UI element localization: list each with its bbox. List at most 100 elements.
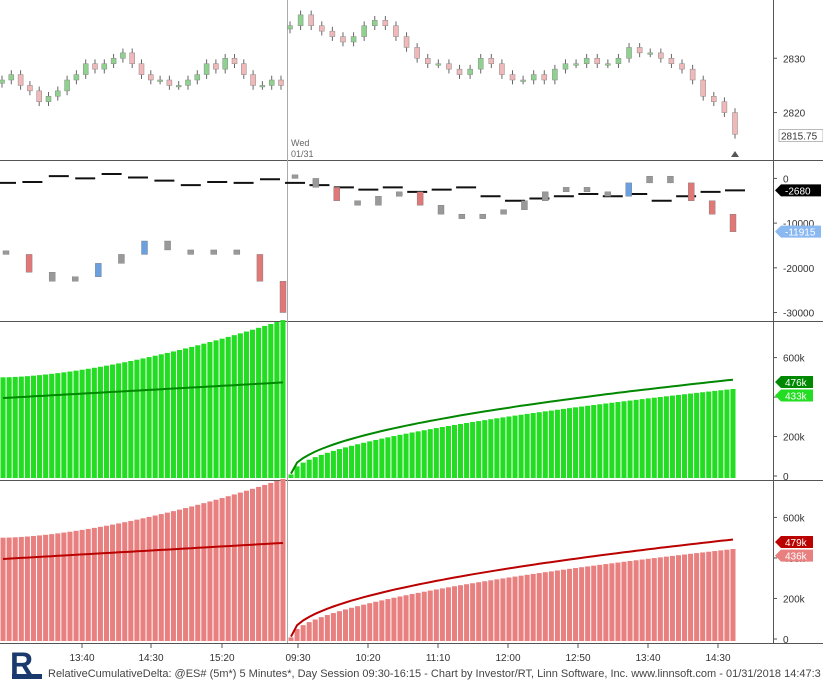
buy-volume-line-value-label: 476k	[785, 378, 808, 389]
delta-black-value-label: -2680	[785, 186, 811, 197]
delta-day2-bar	[291, 174, 299, 179]
price-day2-candle	[615, 58, 622, 64]
buy-volume-day1-bar	[24, 376, 30, 478]
price-day2-candle	[382, 20, 389, 26]
x-axis-tick-label: 12:50	[565, 653, 590, 664]
sell-volume-line-value-badge	[775, 535, 813, 548]
price-day1-candle	[101, 63, 108, 70]
buy-volume-day1-bar	[0, 377, 6, 478]
buy-volume-day1-bar	[103, 365, 110, 478]
sell-volume-day1-bar	[249, 488, 256, 641]
price-day2-candle	[636, 47, 643, 54]
buy-volume-day1-bar	[231, 335, 237, 478]
price-day2-candle	[477, 58, 484, 70]
delta-day2-bar	[604, 191, 612, 197]
sell-volume-day1-line	[2, 542, 284, 560]
buy-volume-day2-bar	[512, 415, 518, 478]
price-day1-candle	[45, 96, 52, 102]
buy-volume-day1-bar	[268, 324, 274, 478]
sell-volume-day1-bar	[43, 534, 49, 641]
sell-volume-day2-bar	[300, 625, 306, 641]
buy-volume-day2-bar	[324, 452, 330, 478]
buy-volume-day2-bar	[585, 405, 591, 478]
sell-volume-day1-bar	[176, 509, 183, 641]
buy-volume-day2-bar	[415, 431, 421, 478]
delta-day1-bar	[164, 240, 171, 251]
sell-volume-day2-bar	[694, 553, 700, 641]
buy-volume-day1-bar	[12, 376, 18, 478]
sell-volume-day2-bar	[554, 570, 560, 641]
buy-volume-day1-bar	[91, 367, 97, 478]
price-day1-candle	[110, 58, 117, 64]
sell-volume-day1-bar	[6, 537, 12, 641]
buy-volume-day2-bar	[621, 401, 627, 478]
price-day1-candle	[268, 79, 275, 86]
sell-volume-day2-bar	[464, 584, 470, 641]
sell-volume-bar-value-label: 436k	[785, 552, 808, 563]
buy-volume-day2-bar	[427, 429, 433, 478]
price-day1-candle	[55, 90, 61, 97]
sell-volume-day1-bar	[37, 535, 43, 641]
sell-volume-day1-bar	[55, 533, 61, 641]
buy-volume-day2-bar	[657, 396, 663, 478]
price-day1-candle	[213, 63, 219, 70]
buy-volume-day2-bar	[609, 402, 615, 478]
sell-volume-day2-bar	[573, 568, 579, 641]
sell-volume-day2-bar	[579, 567, 585, 641]
sell-volume-day2-bar	[306, 622, 312, 641]
sell-volume-day2-bar	[421, 591, 427, 641]
price-day1-candle	[157, 79, 163, 82]
buy-volume-day2-bar	[573, 407, 579, 478]
buy-volume-y-tick-label: 600k	[783, 354, 806, 365]
sell-volume-day2-bar	[530, 573, 536, 641]
buy-volume-day2-bar	[488, 419, 494, 478]
buy-volume-day1-bar	[274, 322, 280, 478]
sell-volume-day2-bar	[669, 555, 675, 641]
price-day2-candle	[509, 74, 516, 81]
sell-volume-day2-bar	[439, 588, 445, 641]
sell-volume-day1-bar	[30, 535, 37, 641]
buy-volume-day2-bar	[409, 432, 415, 478]
sell-volume-day1-bar	[164, 512, 170, 641]
sell-volume-day2-bar	[609, 563, 615, 641]
buy-volume-day2-bar	[682, 394, 688, 478]
sell-volume-day2-bar	[415, 592, 421, 641]
buy-volume-day2-bar	[566, 408, 573, 478]
buy-volume-day2-bar	[300, 462, 306, 478]
sell-volume-day1-bar	[24, 536, 30, 641]
price-day1-candle	[64, 79, 70, 92]
chart-footer-text: RelativeCumulativeDelta: @ES# (5m*) 5 Mi…	[48, 668, 821, 680]
sell-volume-day1-bar	[116, 523, 122, 641]
sell-volume-day1-bar	[158, 514, 164, 641]
buy-volume-day2-bar	[361, 442, 367, 478]
price-day1-candle	[203, 63, 210, 75]
sell-volume-day2-bar	[458, 585, 464, 641]
buy-volume-day1-bar	[195, 345, 201, 478]
buy-volume-day2-bar	[669, 395, 675, 478]
price-day1-candle	[278, 79, 284, 86]
sell-volume-day2-bar	[518, 575, 524, 641]
buy-volume-day2-bar	[403, 433, 409, 478]
buy-volume-day2-bar	[482, 420, 488, 478]
sell-volume-day1-bar	[97, 526, 103, 641]
sell-volume-day2-bar	[603, 564, 609, 641]
buy-volume-day2-bar	[579, 406, 585, 478]
delta-day2-bar	[437, 205, 445, 215]
buy-volume-day1-bar	[18, 376, 24, 478]
buy-volume-day1-bar	[146, 357, 152, 478]
buy-volume-day2-bar	[633, 399, 639, 478]
delta-day1-bar	[72, 276, 79, 282]
price-day1-candle	[148, 74, 154, 81]
sell-volume-day2-bar	[639, 559, 645, 641]
x-axis-tick-label: 11:10	[426, 653, 451, 664]
delta-day2-bar	[562, 187, 570, 193]
buy-volume-day2-bar	[421, 430, 427, 478]
buy-volume-day2-bar	[554, 409, 560, 478]
delta-day1-bar	[256, 254, 264, 282]
buy-volume-day2-bar	[367, 441, 373, 478]
buy-volume-day1-bar	[158, 354, 164, 478]
price-day1-candle	[36, 90, 42, 102]
sell-volume-day1-bar	[213, 499, 219, 641]
sell-volume-day2-bar	[482, 581, 488, 641]
sell-volume-day1-bar	[0, 537, 6, 641]
